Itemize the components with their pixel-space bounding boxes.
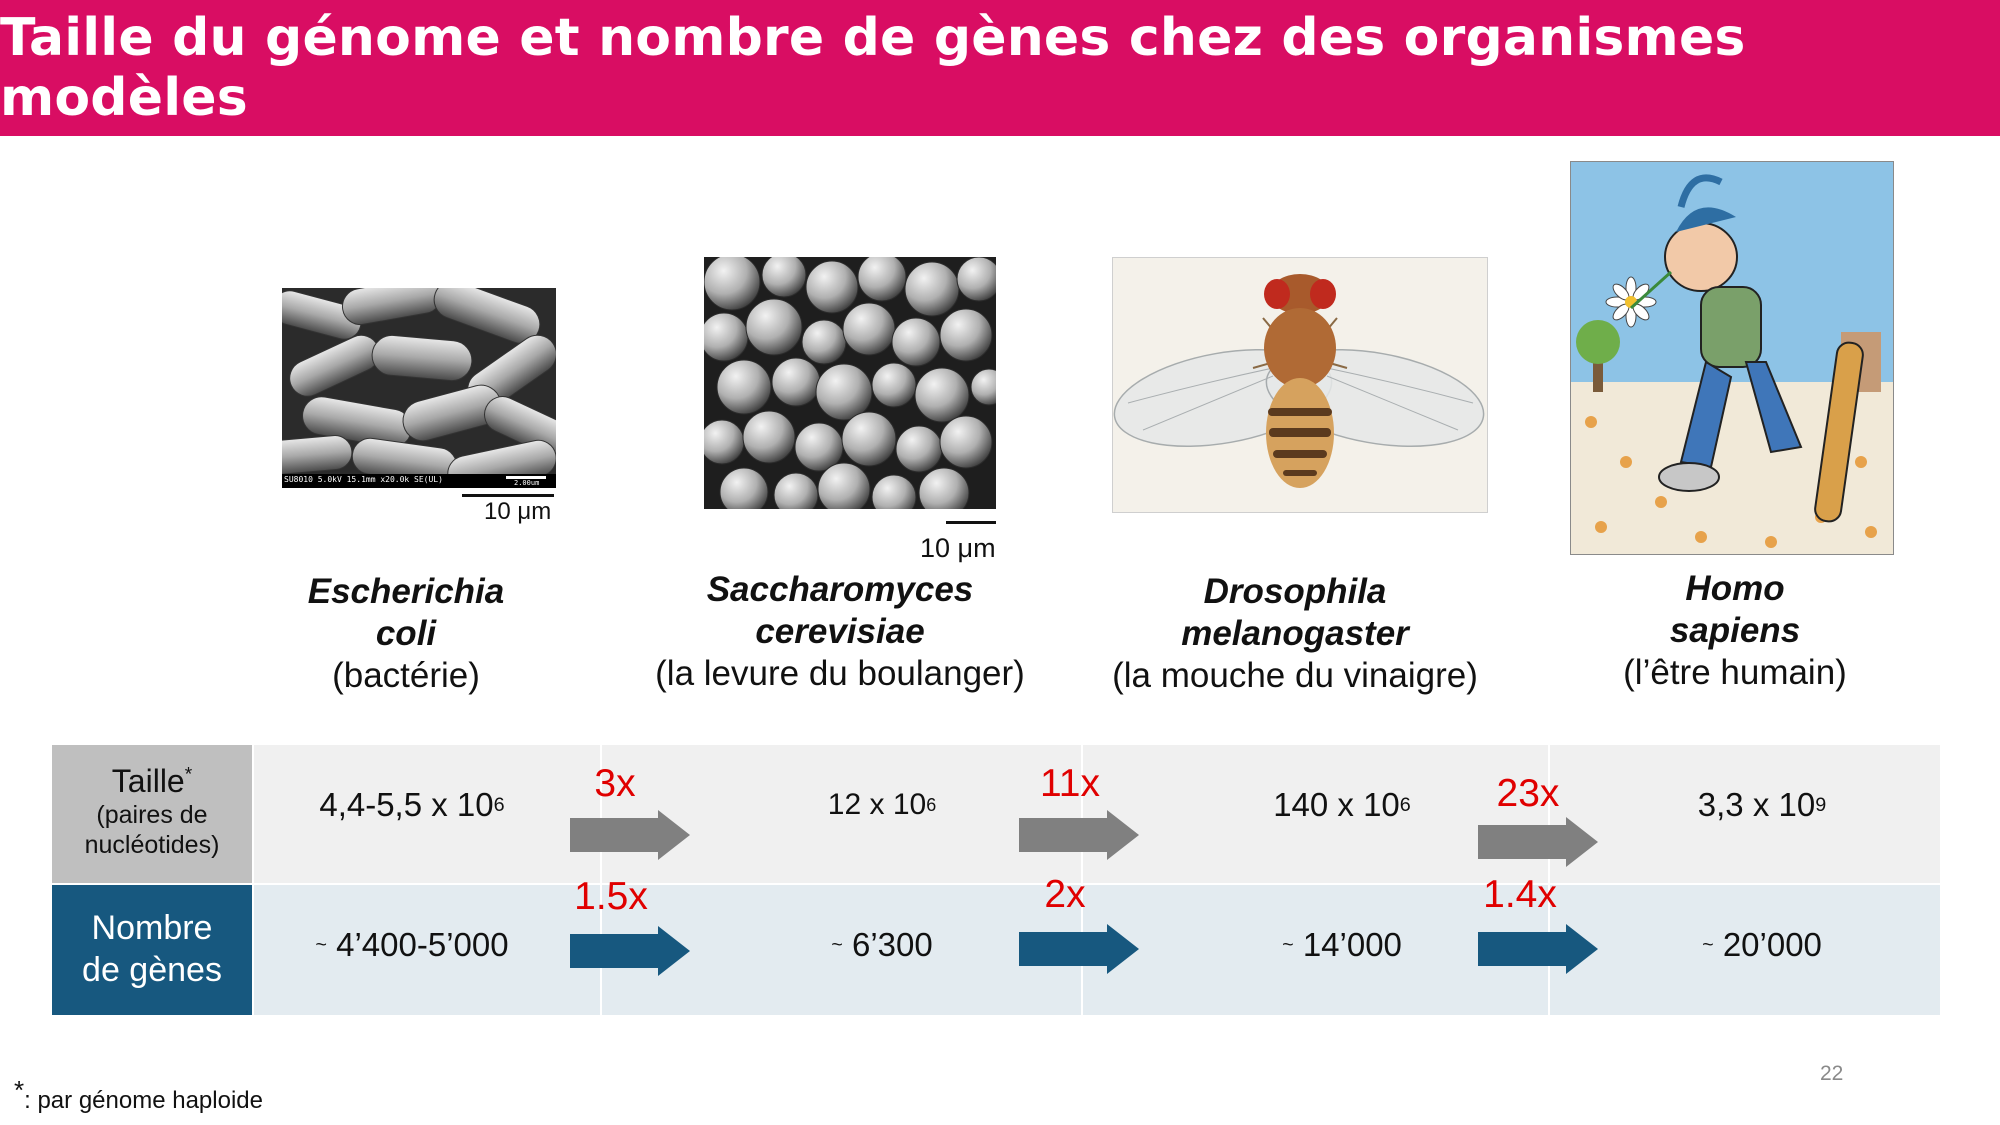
micrograph-caption: SU8010 5.0kV 15.1mm x20.0k SE(UL) (284, 475, 443, 484)
genes-value-drosophila: ~ 14’000 (1282, 926, 1402, 963)
size-header-sub1: (paires de (96, 801, 208, 829)
size-ratio-label: 23x (1496, 772, 1560, 815)
footnote-star: * (184, 764, 193, 786)
fly-image (1113, 258, 1487, 512)
genes-ratio-label: 1.4x (1483, 873, 1557, 916)
size-ratio-label: 3x (594, 762, 636, 805)
homo-sapiens-cartoon (1570, 161, 1894, 555)
genes-arrow (1019, 924, 1139, 974)
yeast-sem-image (704, 257, 996, 509)
cartoon-character-image (1571, 162, 1893, 554)
ecoli-scale-bar (462, 494, 554, 497)
organism-homo-sapiens: Homo sapiens (l’être humain) (1560, 568, 1910, 694)
size-value-homo-sapiens: 3,3 x 10 9 (1697, 786, 1827, 823)
column-divider (1548, 745, 1550, 1015)
genes-arrow (570, 926, 690, 976)
column-divider (600, 745, 602, 1015)
micrograph-scale-label: 2.00um (514, 479, 540, 487)
species-name-line2: cerevisiae (755, 612, 925, 651)
genes-row-header: Nombre de gènes (52, 885, 252, 1015)
common-name: (bactérie) (332, 656, 480, 695)
species-name-line1: Escherichia (307, 572, 505, 611)
genes-arrow (1478, 924, 1598, 974)
species-name-line1: Saccharomyces (706, 570, 974, 609)
size-header-label: Taille (111, 763, 185, 799)
footnote-text: : par génome haploide (24, 1087, 263, 1114)
ecoli-scale-label: 10 μm (484, 498, 552, 525)
species-name-line1: Drosophila (1203, 572, 1387, 611)
common-name: (la levure du boulanger) (655, 654, 1025, 693)
genes-ratio-label: 1.5x (574, 875, 648, 918)
column-divider (1081, 745, 1083, 1015)
size-arrow (1478, 817, 1598, 867)
size-row-header: Taille* (paires de nucléotides) (52, 745, 252, 883)
genes-header-line1: Nombre (91, 909, 213, 947)
footnote: *: par génome haploide (14, 1075, 263, 1115)
size-header-sub2: nucléotides) (84, 831, 220, 859)
species-name-line2: sapiens (1669, 611, 1801, 650)
species-name-line2: coli (375, 614, 437, 653)
size-ratio-label: 11x (1040, 762, 1100, 805)
size-value-ecoli: 4,4-5,5 x 10 6 (319, 786, 505, 823)
footnote-star: * (14, 1075, 25, 1105)
yeast-scale-bar (946, 521, 996, 524)
species-name-line2: melanogaster (1181, 614, 1409, 653)
organism-ecoli: Escherichia coli (bactérie) (250, 571, 562, 697)
species-name-line1: Homo (1685, 569, 1785, 608)
genes-value-ecoli: ~ 4’400-5’000 (315, 926, 509, 963)
genes-header-line2: de gènes (82, 951, 222, 989)
genes-value-homo-sapiens: ~ 20’000 (1702, 926, 1822, 963)
genes-value-yeast: ~ 6’300 (831, 926, 933, 963)
drosophila-photo (1112, 257, 1488, 513)
genes-ratio-label: 2x (1044, 873, 1086, 916)
organism-yeast: Saccharomyces cerevisiae (la levure du b… (620, 569, 1060, 695)
size-value-yeast: 12 x 10 6 (827, 788, 937, 821)
size-row (254, 745, 1940, 883)
size-arrow (570, 810, 690, 860)
common-name: (la mouche du vinaigre) (1112, 656, 1478, 695)
common-name: (l’être humain) (1623, 653, 1847, 692)
yeast-micrograph (704, 257, 996, 509)
comparison-table: Taille* (paires de nucléotides) Nombre d… (52, 745, 1940, 1015)
ecoli-micrograph: SU8010 5.0kV 15.1mm x20.0k SE(UL) 2.00um (282, 288, 556, 488)
size-arrow (1019, 810, 1139, 860)
ecoli-sem-image (282, 288, 556, 488)
slide-title: Taille du génome et nombre de gènes chez… (0, 8, 1746, 128)
title-bar (0, 0, 2000, 136)
yeast-scale-label: 10 μm (920, 533, 996, 563)
organism-drosophila: Drosophila melanogaster (la mouche du vi… (1080, 571, 1510, 697)
size-value-drosophila: 140 x 10 6 (1273, 786, 1411, 823)
page-number: 22 (1820, 1062, 1844, 1085)
